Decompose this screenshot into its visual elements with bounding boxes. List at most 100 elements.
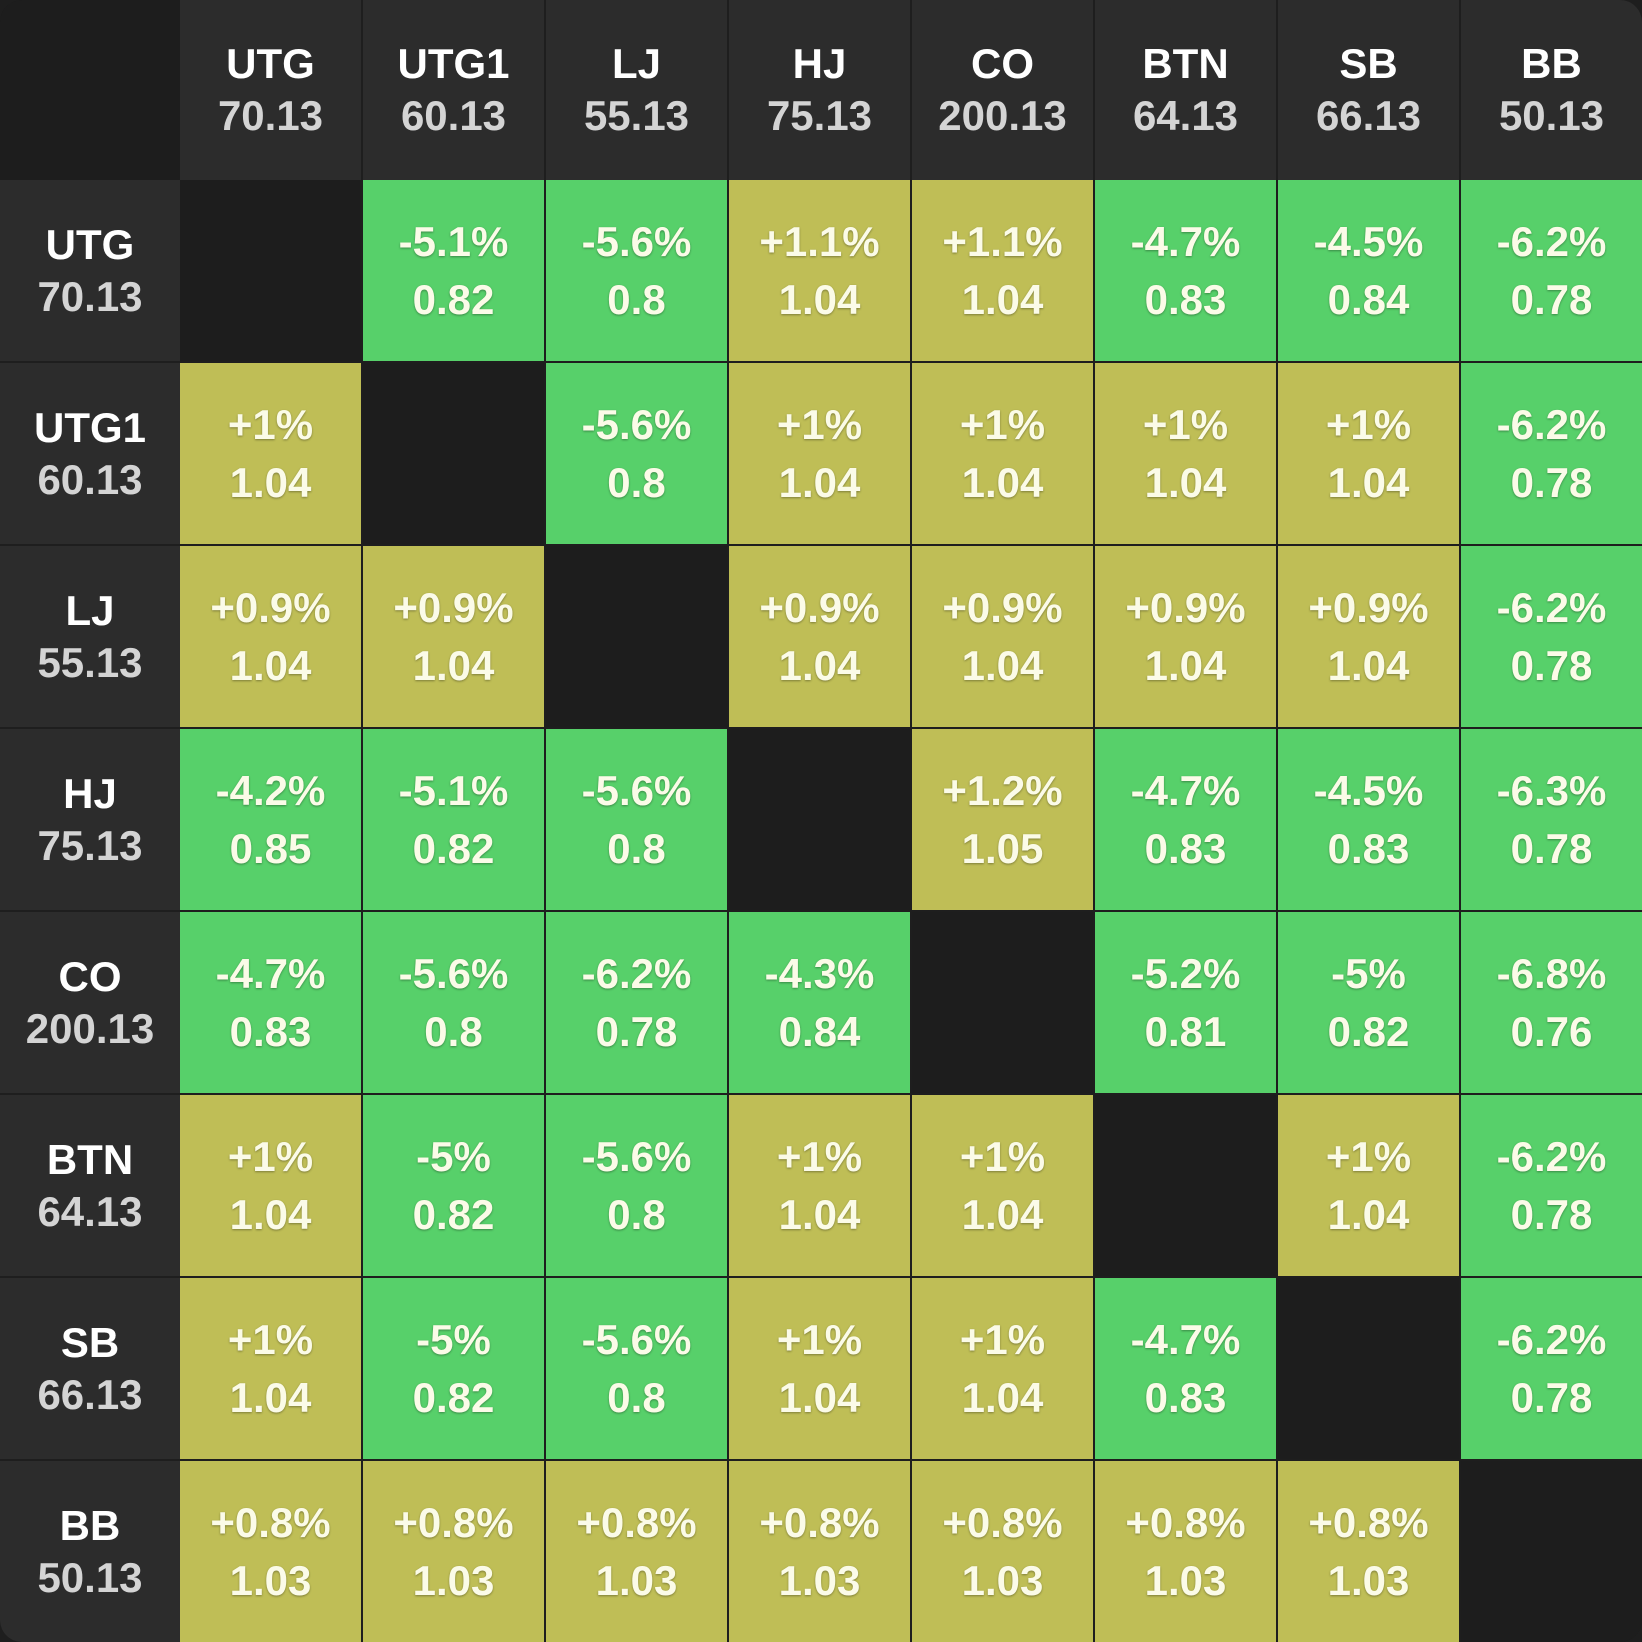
cell-percent-change: +0.9% — [759, 583, 880, 631]
column-header-bb: BB 50.13 — [1461, 0, 1642, 180]
cell-percent-change: +1% — [776, 1132, 863, 1180]
matrix-cell[interactable]: -5.1% 0.82 — [363, 180, 544, 361]
matrix-cell[interactable]: +0.9% 1.04 — [1278, 546, 1459, 727]
matrix-cell[interactable]: -6.2% 0.78 — [1461, 1095, 1642, 1276]
row-header-utg: UTG 70.13 — [0, 180, 180, 361]
cell-percent-change: +0.8% — [576, 1498, 697, 1546]
row-position-label: LJ — [65, 586, 115, 634]
row-stack-label: 70.13 — [37, 272, 143, 320]
matrix-cell[interactable]: +1% 1.04 — [729, 363, 910, 544]
matrix-cell[interactable]: +1% 1.04 — [912, 363, 1093, 544]
matrix-cell[interactable]: +0.8% 1.03 — [912, 1461, 1093, 1642]
cell-ratio-value: 1.03 — [595, 1556, 678, 1604]
cell-percent-change: +0.8% — [393, 1498, 514, 1546]
column-header-hj: HJ 75.13 — [729, 0, 910, 180]
matrix-cell[interactable]: -4.2% 0.85 — [180, 729, 361, 910]
cell-ratio-value: 0.8 — [607, 1373, 666, 1421]
cell-percent-change: +0.9% — [1308, 583, 1429, 631]
cell-ratio-value: 0.83 — [1327, 824, 1410, 872]
matrix-cell[interactable]: -6.2% 0.78 — [1461, 363, 1642, 544]
cell-ratio-value: 1.04 — [1327, 641, 1410, 689]
matrix-cell[interactable]: +0.8% 1.03 — [363, 1461, 544, 1642]
cell-percent-change: -4.5% — [1313, 217, 1424, 265]
matrix-cell[interactable]: +1% 1.04 — [729, 1278, 910, 1459]
cell-ratio-value: 0.84 — [778, 1007, 861, 1055]
matrix-cell[interactable]: +0.9% 1.04 — [912, 546, 1093, 727]
cell-ratio-value: 0.8 — [607, 275, 666, 323]
matrix-cell[interactable]: +1% 1.04 — [180, 1095, 361, 1276]
matrix-cell[interactable]: +1% 1.04 — [912, 1278, 1093, 1459]
matrix-cell[interactable]: -5% 0.82 — [1278, 912, 1459, 1093]
cell-ratio-value: 1.04 — [778, 641, 861, 689]
cell-percent-change: -4.7% — [1130, 217, 1241, 265]
matrix-cell[interactable]: +0.8% 1.03 — [1278, 1461, 1459, 1642]
matrix-cell[interactable]: +0.9% 1.04 — [729, 546, 910, 727]
matrix-cell[interactable]: -4.7% 0.83 — [180, 912, 361, 1093]
matrix-cell[interactable]: -5.1% 0.82 — [363, 729, 544, 910]
matrix-cell[interactable]: -4.5% 0.84 — [1278, 180, 1459, 361]
cell-ratio-value: 0.76 — [1510, 1007, 1593, 1055]
cell-ratio-value: 0.82 — [1327, 1007, 1410, 1055]
cell-percent-change: -6.2% — [1496, 1132, 1607, 1180]
matrix-cell[interactable]: +1% 1.04 — [729, 1095, 910, 1276]
matrix-cell[interactable]: +1% 1.04 — [1095, 363, 1276, 544]
matrix-cell[interactable]: -5.6% 0.8 — [546, 1095, 727, 1276]
matrix-cell[interactable]: +1.2% 1.05 — [912, 729, 1093, 910]
matrix-cell[interactable]: +0.9% 1.04 — [363, 546, 544, 727]
matrix-cell[interactable]: -5% 0.82 — [363, 1278, 544, 1459]
matrix-cell[interactable]: -5.6% 0.8 — [546, 180, 727, 361]
matrix-cell[interactable]: -4.7% 0.83 — [1095, 180, 1276, 361]
matrix-cell[interactable]: -4.7% 0.83 — [1095, 1278, 1276, 1459]
cell-percent-change: +0.8% — [942, 1498, 1063, 1546]
matrix-cell[interactable]: -5.6% 0.8 — [363, 912, 544, 1093]
column-stack-label: 60.13 — [400, 92, 507, 139]
cell-percent-change: -5.1% — [398, 766, 509, 814]
matrix-cell[interactable]: +0.8% 1.03 — [180, 1461, 361, 1642]
column-header-utg: UTG 70.13 — [180, 0, 361, 180]
matrix-cell[interactable]: -4.7% 0.83 — [1095, 729, 1276, 910]
matrix-cell[interactable]: +1% 1.04 — [1278, 1095, 1459, 1276]
matrix-cell[interactable]: -6.2% 0.78 — [546, 912, 727, 1093]
matrix-cell[interactable]: -6.2% 0.78 — [1461, 546, 1642, 727]
column-header-lj: LJ 55.13 — [546, 0, 727, 180]
cell-percent-change: +1% — [1142, 400, 1229, 448]
matrix-cell[interactable]: +0.8% 1.03 — [1095, 1461, 1276, 1642]
cell-ratio-value: 1.04 — [1144, 458, 1227, 506]
matrix-cell[interactable]: -4.5% 0.83 — [1278, 729, 1459, 910]
cell-ratio-value: 1.04 — [229, 641, 312, 689]
matrix-cell[interactable]: +1% 1.04 — [1278, 363, 1459, 544]
matrix-cell[interactable]: -5.6% 0.8 — [546, 1278, 727, 1459]
matrix-cell[interactable]: -6.3% 0.78 — [1461, 729, 1642, 910]
matrix-cell[interactable]: -6.2% 0.78 — [1461, 1278, 1642, 1459]
matrix-cell[interactable]: -4.3% 0.84 — [729, 912, 910, 1093]
cell-percent-change: -4.2% — [215, 766, 326, 814]
matrix-cell[interactable]: -5.6% 0.8 — [546, 363, 727, 544]
matrix-cell[interactable]: +0.8% 1.03 — [546, 1461, 727, 1642]
matrix-cell[interactable]: +1% 1.04 — [180, 363, 361, 544]
cell-ratio-value: 0.83 — [1144, 275, 1227, 323]
matrix-cell[interactable]: +1.1% 1.04 — [912, 180, 1093, 361]
matrix-cell[interactable]: +0.8% 1.03 — [729, 1461, 910, 1642]
row-stack-label: 75.13 — [37, 821, 143, 869]
row-header-bb: BB 50.13 — [0, 1461, 180, 1642]
cell-ratio-value: 0.78 — [1510, 458, 1593, 506]
matrix-cell[interactable]: +1% 1.04 — [912, 1095, 1093, 1276]
matrix-cell[interactable]: -6.8% 0.76 — [1461, 912, 1642, 1093]
row-stack-label: 64.13 — [37, 1187, 143, 1235]
cell-ratio-value: 1.04 — [778, 458, 861, 506]
cell-percent-change: -5.6% — [581, 1132, 692, 1180]
matrix-cell[interactable]: -6.2% 0.78 — [1461, 180, 1642, 361]
matrix-cell[interactable]: +1% 1.04 — [180, 1278, 361, 1459]
matrix-cell[interactable]: -5% 0.82 — [363, 1095, 544, 1276]
matrix-cell-empty — [912, 912, 1093, 1093]
matrix-cell[interactable]: +0.9% 1.04 — [1095, 546, 1276, 727]
row-stack-label: 55.13 — [37, 638, 143, 686]
column-header-sb: SB 66.13 — [1278, 0, 1459, 180]
matrix-cell[interactable]: -5.2% 0.81 — [1095, 912, 1276, 1093]
matrix-cell[interactable]: -5.6% 0.8 — [546, 729, 727, 910]
matrix-cell[interactable]: +0.9% 1.04 — [180, 546, 361, 727]
row-stack-label: 66.13 — [37, 1370, 143, 1418]
cell-ratio-value: 0.83 — [1144, 1373, 1227, 1421]
matrix-cell[interactable]: +1.1% 1.04 — [729, 180, 910, 361]
